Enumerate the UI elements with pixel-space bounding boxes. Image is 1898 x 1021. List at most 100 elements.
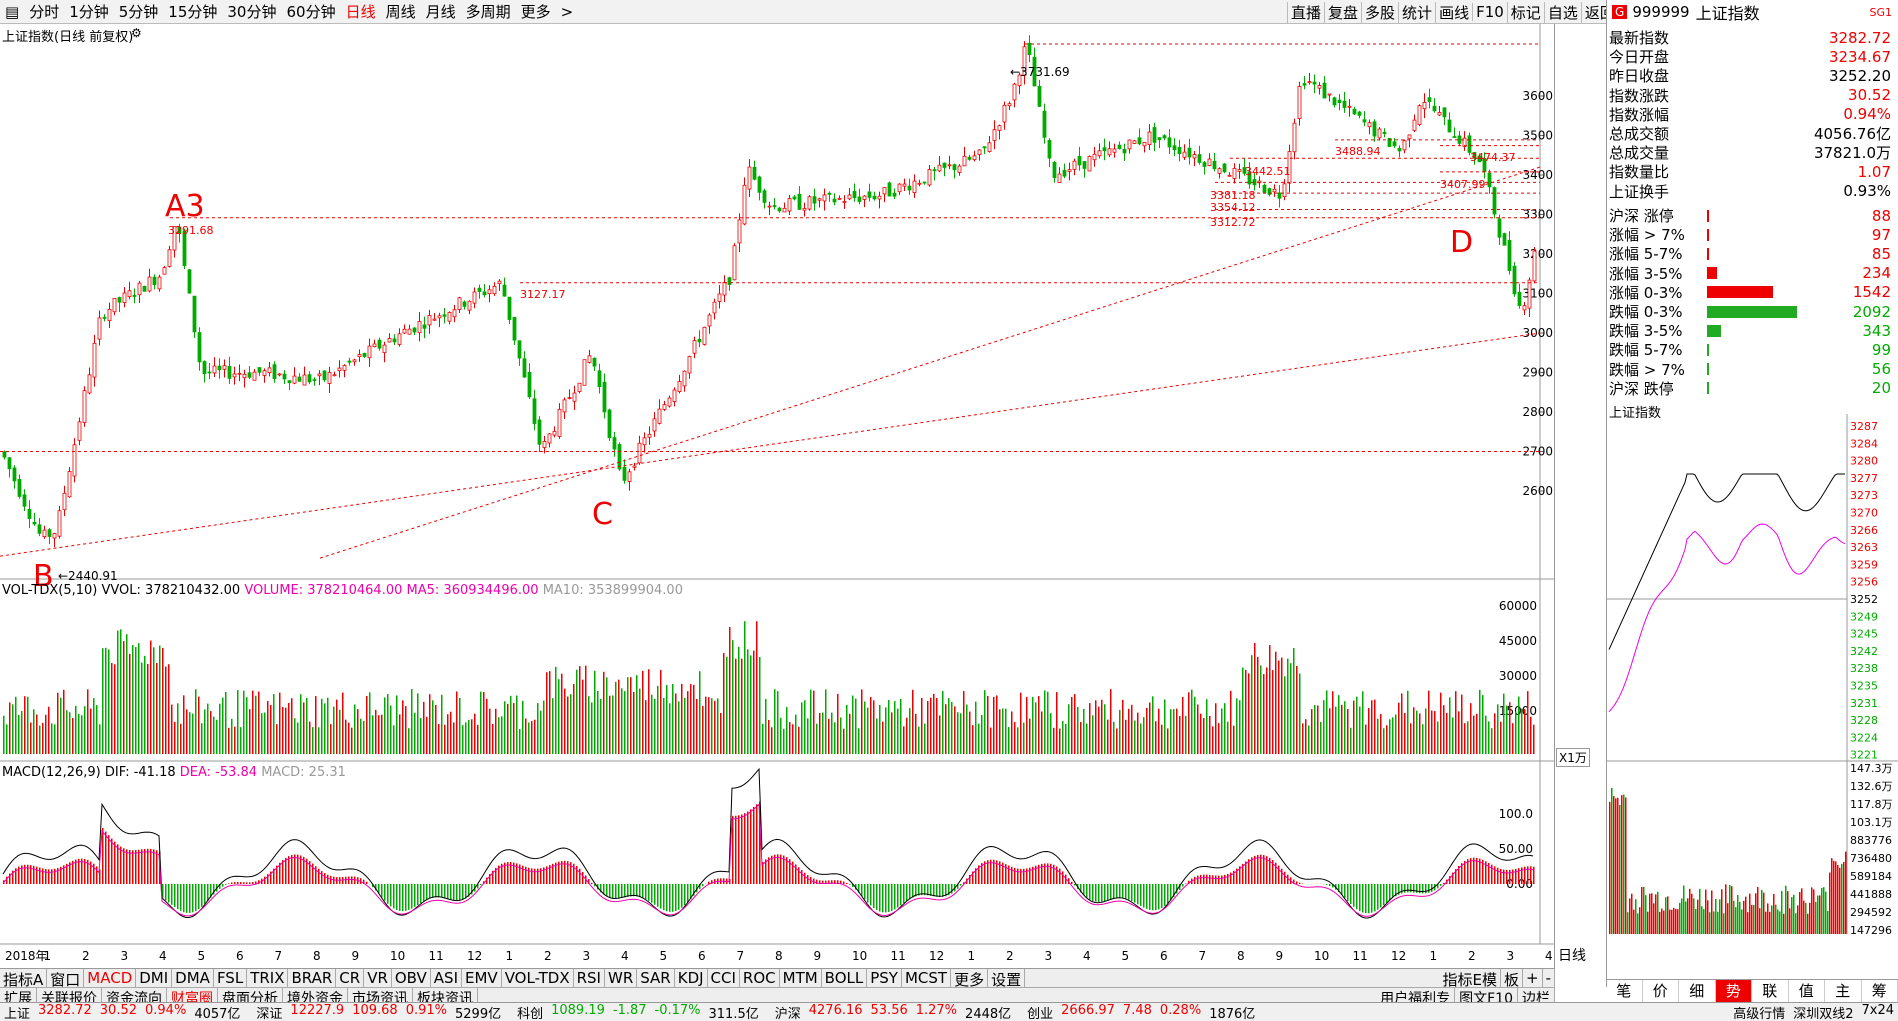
indicator-tab-2[interactable]: MACD: [84, 969, 137, 987]
sub-tab-6[interactable]: 市场资讯: [348, 988, 413, 1002]
sub-tab-0[interactable]: 扩展: [0, 988, 37, 1002]
period-tab-5[interactable]: 60分钟: [286, 3, 336, 21]
indicator-tab-13[interactable]: VOL-TDX: [502, 969, 574, 987]
breadth-key: 涨幅 0-3%: [1609, 283, 1683, 302]
period-tab-6[interactable]: 日线: [345, 3, 376, 21]
status-right-1[interactable]: 深圳双线2: [1793, 1006, 1854, 1021]
period-tab-10[interactable]: 更多: [520, 3, 551, 21]
macd-bar: [57, 867, 59, 884]
macd-bar: [633, 884, 635, 897]
status-index[interactable]: 上证 3282.72 30.52 0.94% 4057亿: [0, 1003, 244, 1021]
indicator-tab-18[interactable]: CCI: [708, 969, 740, 987]
indicator-tab-10[interactable]: OBV: [392, 969, 431, 987]
right-tab-6[interactable]: 主: [1825, 980, 1862, 1002]
kline-chart[interactable]: 3600350034003300320031003000290028002700…: [0, 24, 1555, 968]
indicator-tab-23[interactable]: MCST: [902, 969, 952, 987]
tool-4[interactable]: 画线: [1435, 1, 1472, 23]
status-index[interactable]: 创业 2666.97 7.48 0.28% 1876亿: [1023, 1003, 1259, 1021]
indicator-tab-8[interactable]: CR: [336, 969, 365, 987]
status-change: -1.87: [612, 1002, 647, 1018]
right-tab-4[interactable]: 联: [1752, 980, 1789, 1002]
right-tab-1[interactable]: 价: [1643, 980, 1679, 1002]
indicator-right-3[interactable]: -: [1543, 969, 1555, 987]
sub-tab-3[interactable]: 财富圈: [167, 988, 218, 1002]
period-tab-0[interactable]: 分时: [29, 3, 60, 21]
right-tab-3[interactable]: 势: [1715, 980, 1752, 1002]
sub-tab-1[interactable]: 关联报价: [37, 988, 102, 1002]
right-tab-2[interactable]: 细: [1679, 980, 1716, 1002]
candle-body: [1002, 104, 1007, 123]
right-tab-0[interactable]: 笔: [1606, 980, 1643, 1002]
period-tab-3[interactable]: 15分钟: [168, 3, 218, 21]
indicator-tab-1[interactable]: 窗口: [47, 969, 85, 989]
tool-2[interactable]: 多股: [1361, 1, 1398, 23]
right-tab-7[interactable]: 筹: [1862, 980, 1898, 1002]
tool-6[interactable]: 标记: [1506, 1, 1544, 23]
status-index[interactable]: 深证 12227.9 109.68 0.91% 5299亿: [252, 1003, 505, 1021]
menu-icon[interactable]: ▤: [5, 2, 20, 21]
macd-bar: [1452, 872, 1454, 884]
candle-body: [467, 300, 472, 311]
candle-body: [537, 419, 542, 445]
volume-bar: [1113, 721, 1115, 754]
macd-bar: [1011, 866, 1013, 884]
indicator-right-2[interactable]: +: [1523, 969, 1543, 987]
candle-body: [1132, 140, 1137, 144]
sub-tab-4[interactable]: 盘面分析: [218, 988, 283, 1002]
indicator-tab-14[interactable]: RSI: [574, 969, 605, 987]
indicator-tab-24[interactable]: 更多: [951, 969, 989, 989]
right-tab-5[interactable]: 值: [1789, 980, 1825, 1002]
indicator-tab-4[interactable]: DMA: [172, 969, 214, 987]
status-index[interactable]: 科创 1089.19 -1.87 -0.17% 311.5亿: [513, 1003, 763, 1021]
indicator-tab-22[interactable]: PSY: [867, 969, 902, 987]
indicator-tab-11[interactable]: ASI: [431, 969, 462, 987]
indicator-tab-6[interactable]: TRIX: [247, 969, 289, 987]
breadth-key: 跌幅 3-5%: [1609, 322, 1683, 341]
indicator-right-1[interactable]: 板: [1501, 969, 1523, 989]
tool-0[interactable]: 直播: [1287, 1, 1324, 23]
tool-1[interactable]: 复盘: [1324, 1, 1361, 23]
sub-right-1[interactable]: 图文F10: [1455, 988, 1518, 1002]
indicator-tab-3[interactable]: DMI: [136, 969, 173, 987]
indicator-tab-19[interactable]: ROC: [740, 969, 780, 987]
indicator-tab-0[interactable]: 指标A: [0, 969, 48, 989]
indicator-tab-25[interactable]: 设置: [988, 969, 1026, 989]
tool-3[interactable]: 统计: [1398, 1, 1435, 23]
status-right-0[interactable]: 高级行情: [1733, 1006, 1786, 1021]
macd-bar: [39, 867, 41, 884]
indicator-tab-15[interactable]: WR: [605, 969, 638, 987]
indicator-tab-9[interactable]: VR: [364, 969, 392, 987]
status-right-2[interactable]: 7x24: [1861, 1002, 1894, 1018]
indicator-tab-16[interactable]: SAR: [637, 969, 675, 987]
period-tab-2[interactable]: 5分钟: [118, 3, 159, 21]
indicator-tab-21[interactable]: BOLL: [822, 969, 868, 987]
volume-bar: [621, 688, 623, 754]
sub-right-2[interactable]: 边栏: [1518, 988, 1555, 1002]
indicator-tab-12[interactable]: EMV: [462, 969, 502, 987]
vol-volume: VOLUME: 378210464.00: [244, 583, 403, 598]
sub-tab-2[interactable]: 资金流向: [102, 988, 167, 1002]
indicator-tab-7[interactable]: BRAR: [288, 969, 337, 987]
intraday-chart[interactable]: 3287328432803277327332703266326332593256…: [1607, 414, 1898, 974]
kline-chart-area[interactable]: 3600 3500 3400 3300 3200 3100 3000 2900 2800 2700…: [0, 24, 1590, 987]
settings-icon[interactable]: ⚙: [131, 26, 142, 40]
period-tab-1[interactable]: 1分钟: [69, 3, 109, 21]
indicator-tab-5[interactable]: FSL: [214, 969, 248, 987]
status-index[interactable]: 沪深 4276.16 53.56 1.27% 2448亿: [771, 1003, 1015, 1021]
sub-tab-7[interactable]: 板块资讯: [413, 988, 478, 1002]
indicator-tab-17[interactable]: KDJ: [675, 969, 708, 987]
indicator-right-0[interactable]: 指标E模: [1440, 969, 1501, 989]
breadth-bar: [1707, 305, 1797, 318]
period-tab-7[interactable]: 周线: [385, 3, 416, 21]
period-tab-4[interactable]: 30分钟: [227, 3, 277, 21]
indicator-tab-20[interactable]: MTM: [780, 969, 822, 987]
more-arrow-icon[interactable]: >: [560, 2, 574, 21]
volume-bar: [1353, 700, 1355, 754]
tool-5[interactable]: F10: [1472, 3, 1507, 21]
period-tab-9[interactable]: 多周期: [465, 3, 511, 21]
tool-7[interactable]: 自选: [1543, 1, 1581, 23]
sub-right-0[interactable]: 用户福利专: [1376, 988, 1456, 1002]
period-tab-8[interactable]: 月线: [425, 3, 456, 21]
volume-bar: [234, 726, 236, 754]
sub-tab-5[interactable]: 境外资金: [283, 988, 348, 1002]
